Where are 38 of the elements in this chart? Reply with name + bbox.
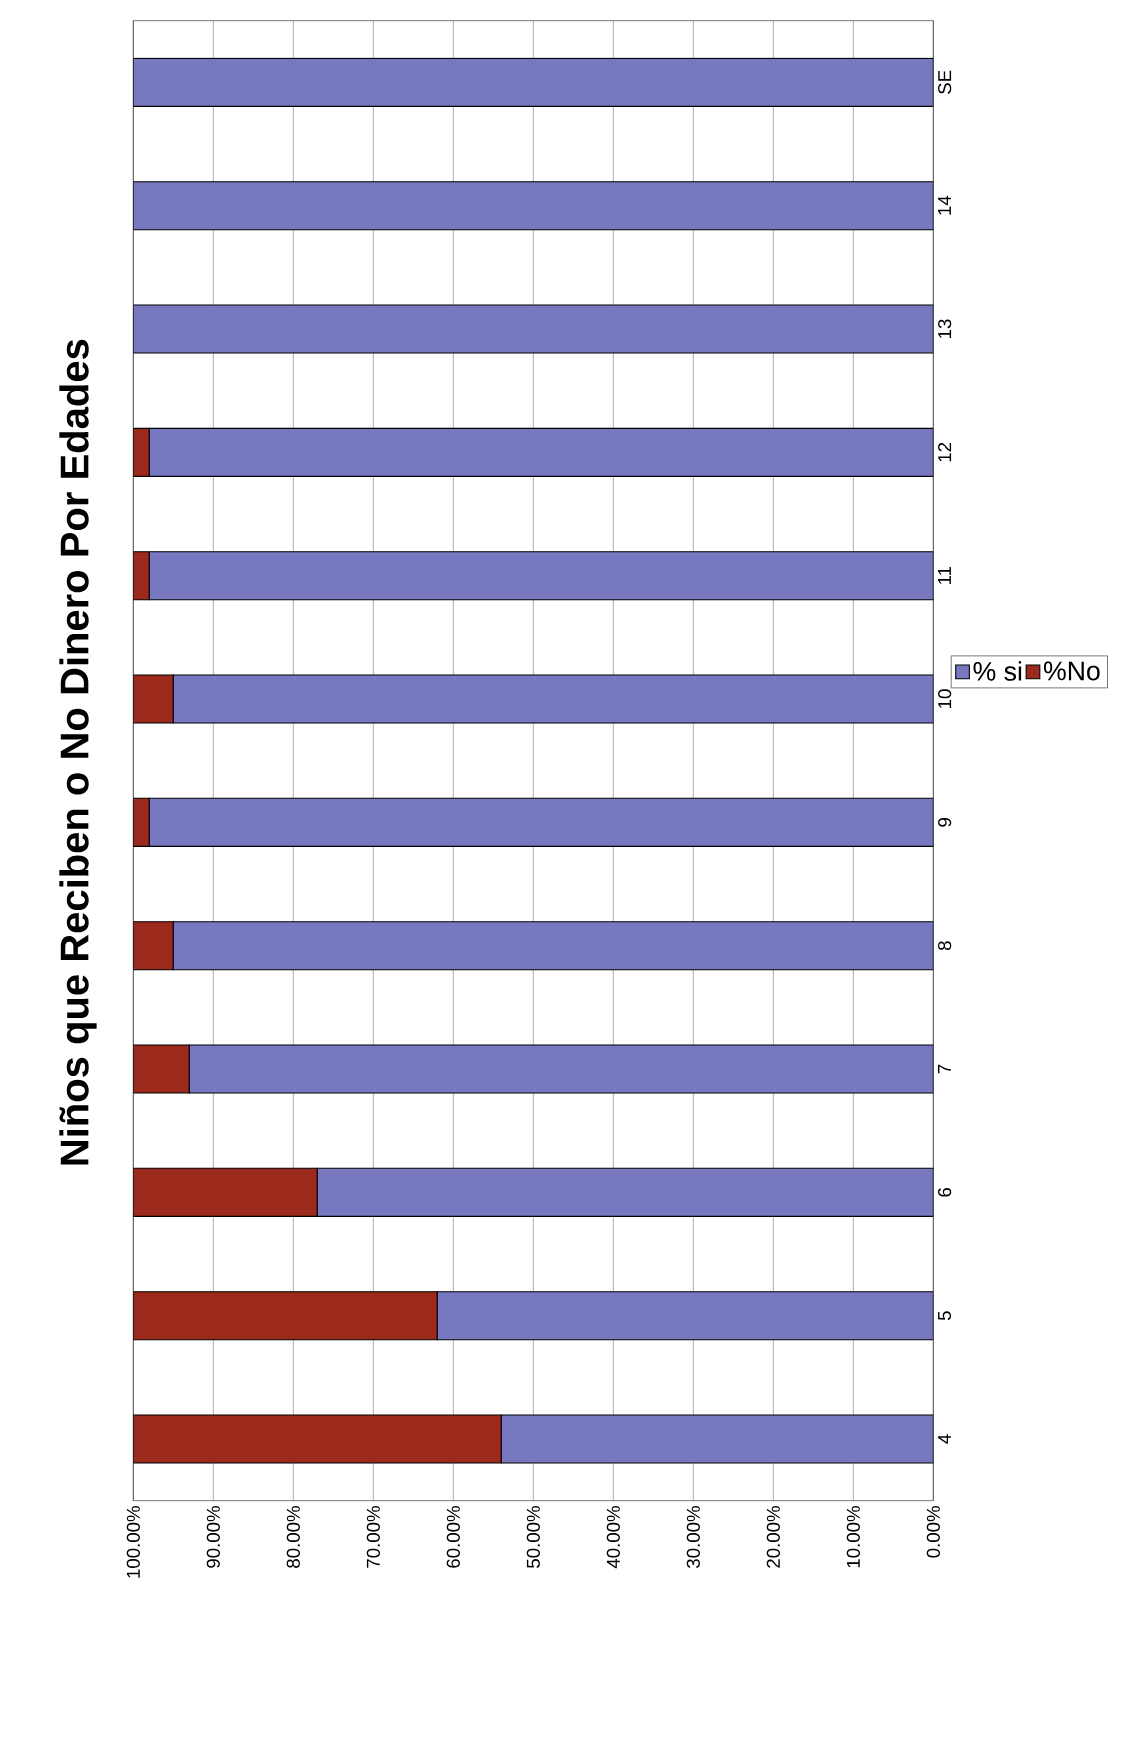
text: Niños que Reciben o No Dinero Por Edades bbox=[59, 339, 97, 1165]
y-tick-label: 6 bbox=[938, 1187, 952, 1197]
x-tick-label: 50.00% bbox=[526, 1506, 540, 1568]
x-tick-label: 10.00% bbox=[846, 1506, 860, 1568]
legend-label: %No bbox=[1043, 661, 1100, 681]
y-tick-label: 13 bbox=[938, 319, 952, 338]
bar bbox=[133, 1414, 502, 1464]
bar bbox=[133, 304, 934, 354]
y-tick-label: 11 bbox=[938, 566, 951, 584]
y-tick-label: 7 bbox=[938, 1064, 951, 1074]
x-tick-label: 40.00% bbox=[606, 1506, 620, 1569]
bar bbox=[133, 551, 150, 601]
y-tick-label: 4 bbox=[938, 1434, 951, 1444]
y-tick-label: 12 bbox=[938, 442, 952, 462]
bar bbox=[133, 921, 174, 971]
x-tick-label: 90.00% bbox=[206, 1506, 220, 1568]
bar bbox=[133, 1291, 438, 1341]
y-tick-label: 14 bbox=[938, 195, 951, 215]
x-tick-label: 100.00% bbox=[126, 1506, 140, 1578]
y-tick-label: 5 bbox=[938, 1311, 952, 1321]
bar bbox=[133, 1167, 318, 1217]
bar bbox=[133, 57, 934, 107]
x-tick-label: 70.00% bbox=[366, 1506, 380, 1568]
x-tick-label: 0.00% bbox=[926, 1506, 940, 1558]
bar bbox=[133, 797, 150, 847]
x-tick-label: 80.00% bbox=[286, 1506, 300, 1568]
y-tick-label: 10 bbox=[938, 689, 952, 708]
legend-label: % si bbox=[973, 661, 1022, 681]
y-tick-label: 9 bbox=[938, 818, 952, 827]
bar bbox=[133, 1044, 190, 1094]
x-tick-label: 30.00% bbox=[686, 1506, 700, 1568]
bar bbox=[133, 674, 174, 724]
y-tick-label: 8 bbox=[938, 941, 952, 951]
x-tick-label: 20.00% bbox=[766, 1506, 780, 1568]
x-tick-label: 60.00% bbox=[446, 1506, 460, 1568]
y-tick-label: SE bbox=[938, 70, 952, 94]
bar bbox=[133, 427, 150, 477]
bar bbox=[133, 181, 934, 231]
